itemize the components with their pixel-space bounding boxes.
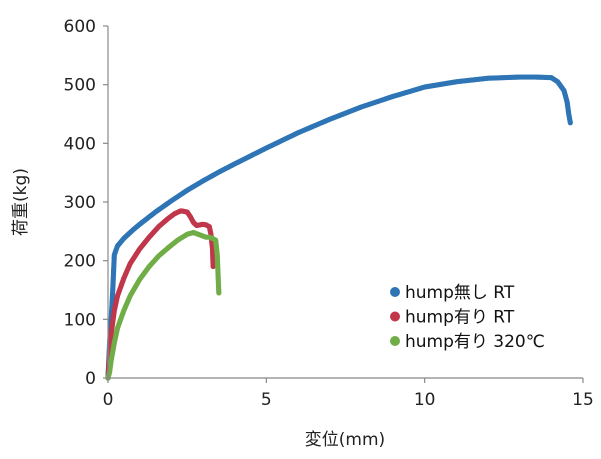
legend-item-2: hump有り RT <box>390 308 515 328</box>
y-tick-label: 200 <box>64 252 96 272</box>
legend-marker <box>390 336 400 346</box>
y-tick-label: 0 <box>85 369 96 389</box>
legend-marker <box>390 287 400 297</box>
plot-area <box>105 74 573 381</box>
data-point <box>216 290 222 296</box>
y-axis-title: 荷重(kg) <box>11 168 31 236</box>
data-point <box>567 120 573 126</box>
y-tick-label: 500 <box>64 76 96 96</box>
x-tick-label: 5 <box>261 390 272 410</box>
legend-item-3: hump有り 320℃ <box>390 332 545 352</box>
data-point <box>210 263 216 270</box>
x-tick-label: 10 <box>414 390 436 410</box>
legend-label: hump有り RT <box>405 308 515 328</box>
y-tick-label: 100 <box>64 310 96 330</box>
y-tick-label: 300 <box>64 193 96 213</box>
x-tick-label: 15 <box>572 390 594 410</box>
ticks: 0 5 10 15 0 100 200 300 400 500 600 <box>64 17 594 410</box>
legend-label: hump無し RT <box>405 283 515 303</box>
legend-label: hump有り 320℃ <box>405 332 545 352</box>
y-tick-label: 600 <box>64 17 96 37</box>
x-tick-label: 0 <box>103 390 114 410</box>
x-axis-title: 変位(mm) <box>305 430 385 450</box>
legend-item-1: hump無し RT <box>390 283 515 303</box>
series-3 <box>105 229 222 381</box>
legend: hump無し RT hump有り RT hump有り 320℃ <box>390 283 545 352</box>
y-tick-label: 400 <box>64 134 96 154</box>
legend-marker <box>390 311 400 322</box>
